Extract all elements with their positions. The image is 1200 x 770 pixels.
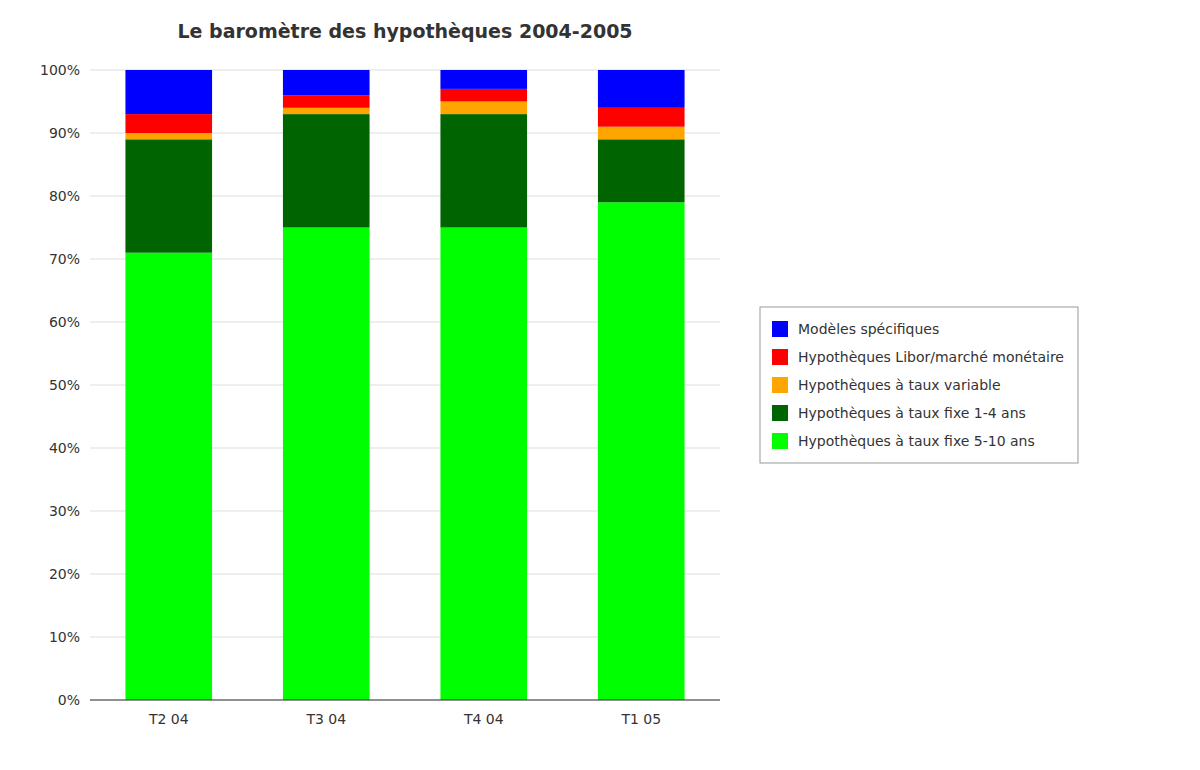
bar-segment: [283, 108, 370, 114]
legend-swatch: [772, 405, 788, 421]
bar-segment: [125, 133, 212, 139]
grid-line: [90, 700, 720, 701]
y-tick-label: 80%: [49, 188, 80, 204]
y-tick-label: 20%: [49, 566, 80, 582]
bar-segment: [125, 70, 212, 114]
bar-segment: [440, 114, 527, 227]
legend-swatch: [772, 321, 788, 337]
y-tick-label: 10%: [49, 629, 80, 645]
x-axis: T2 04 T3 04 T4 04 T1 05: [90, 700, 720, 727]
y-axis: 0% 10% 20% 30% 40% 50% 60% 70% 80% 90% 100%: [40, 62, 80, 708]
x-tick-label: T1 05: [620, 711, 661, 727]
legend-swatch: [772, 377, 788, 393]
grid: [90, 70, 720, 700]
bar-segment: [598, 108, 685, 127]
x-tick-label: T2 04: [148, 711, 189, 727]
bar-segment: [598, 139, 685, 202]
bar-segment: [598, 127, 685, 140]
legend: Modèles spécifiques Hypothèques Libor/mar…: [760, 307, 1078, 463]
y-tick-label: 70%: [49, 251, 80, 267]
y-tick-label: 60%: [49, 314, 80, 330]
x-tick-label: T4 04: [463, 711, 504, 727]
bar-segment: [440, 70, 527, 89]
y-tick-label: 100%: [40, 62, 80, 78]
y-tick-label: 50%: [49, 377, 80, 393]
bar-segment: [125, 139, 212, 252]
bar-segment: [598, 70, 685, 108]
chart-title: Le baromètre des hypothèques 2004-2005: [177, 20, 632, 42]
legend-swatch: [772, 433, 788, 449]
legend-swatch: [772, 349, 788, 365]
legend-label: Hypothèques à taux fixe 5-10 ans: [798, 433, 1035, 449]
bar-segment: [283, 70, 370, 95]
bar-segment: [440, 89, 527, 102]
bar-segment: [598, 202, 685, 700]
x-tick-label: T3 04: [305, 711, 346, 727]
bar-segment: [440, 228, 527, 701]
chart-container: Le baromètre des hypothèques 2004-2005 0%…: [0, 0, 1200, 770]
x-axis-line: [90, 700, 720, 701]
y-tick-label: 0%: [58, 692, 80, 708]
chart-svg: Le baromètre des hypothèques 2004-2005 0%…: [0, 0, 1200, 770]
bars: [125, 70, 684, 700]
bar-segment: [283, 114, 370, 227]
legend-frame: [760, 307, 1078, 463]
bar-segment: [283, 228, 370, 701]
y-tick-label: 30%: [49, 503, 80, 519]
bar-segment: [125, 253, 212, 700]
bar-segment: [125, 114, 212, 133]
bar-segment: [283, 95, 370, 108]
y-tick-label: 40%: [49, 440, 80, 456]
legend-label: Modèles spécifiques: [798, 321, 939, 337]
y-tick-label: 90%: [49, 125, 80, 141]
legend-label: Hypothèques Libor/marché monétaire: [798, 349, 1064, 365]
legend-label: Hypothèques à taux variable: [798, 377, 1001, 393]
bar-segment: [440, 102, 527, 115]
legend-label: Hypothèques à taux fixe 1-4 ans: [798, 405, 1026, 421]
